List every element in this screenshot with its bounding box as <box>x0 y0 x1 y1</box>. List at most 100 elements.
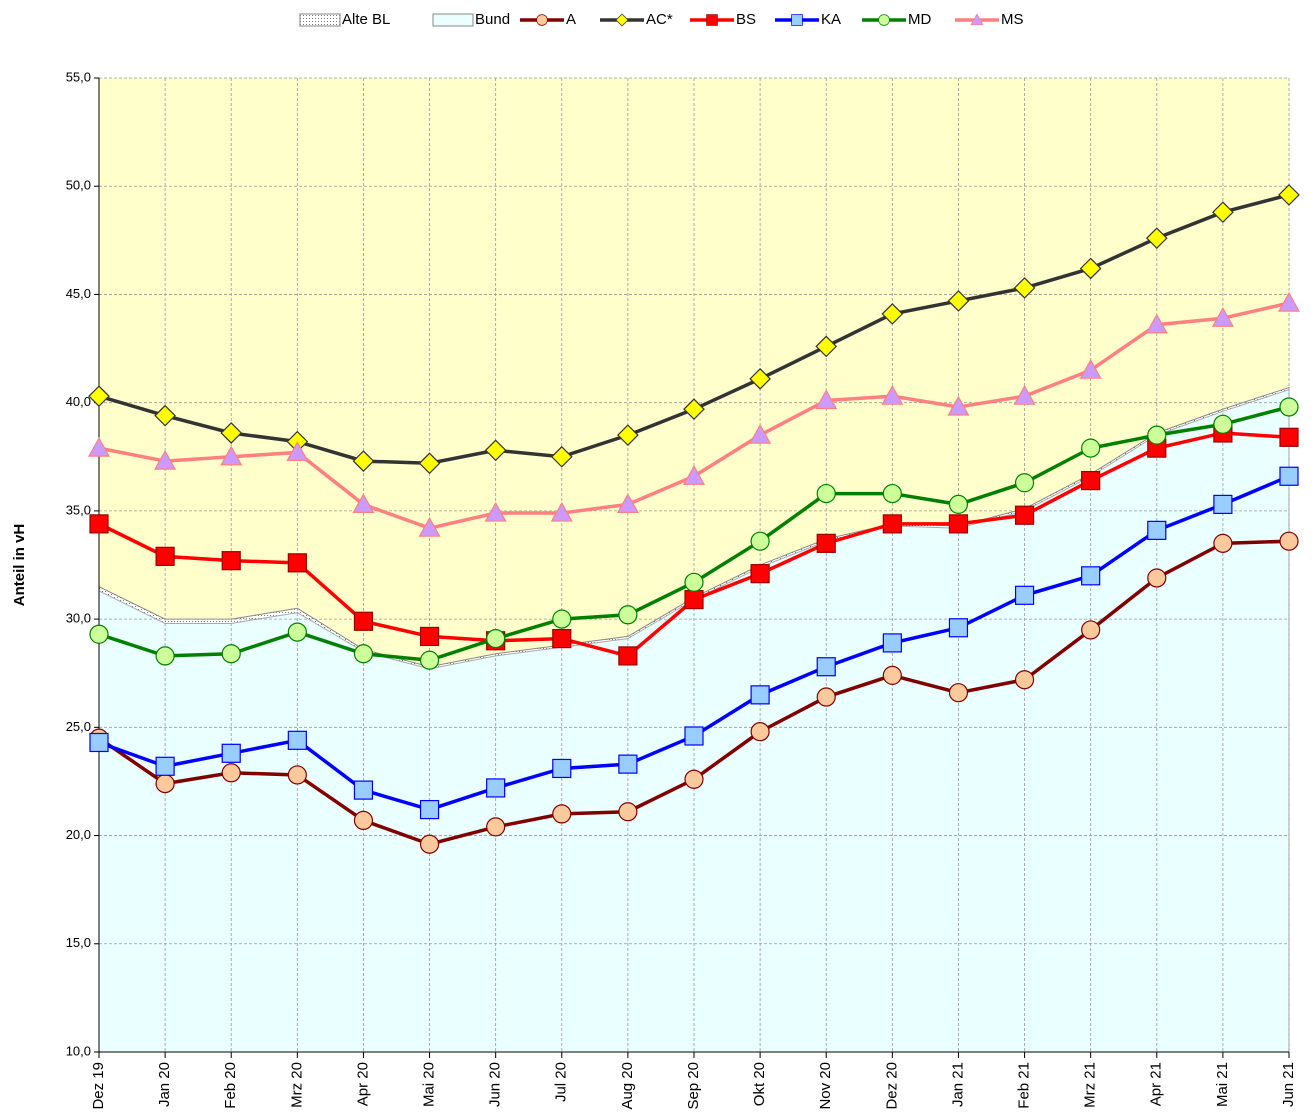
marker <box>353 780 374 800</box>
marker <box>617 424 639 446</box>
marker <box>750 531 770 551</box>
marker <box>221 763 241 783</box>
marker <box>220 445 243 466</box>
marker <box>1211 307 1234 327</box>
y-axis-label: Anteil in vH <box>11 524 28 607</box>
x-tick-label: Jun 21 <box>1280 1062 1297 1107</box>
marker <box>155 774 175 794</box>
marker <box>220 422 243 444</box>
marker <box>684 590 704 610</box>
marker <box>1279 427 1299 447</box>
marker <box>750 564 770 584</box>
marker <box>353 611 374 631</box>
marker <box>970 13 984 26</box>
marker <box>618 802 638 822</box>
x-tick-label: Mai 20 <box>421 1062 438 1107</box>
marker <box>552 804 572 824</box>
legend-label: MD <box>908 11 931 28</box>
marker <box>1278 184 1300 206</box>
marker <box>1212 201 1234 224</box>
marker <box>221 743 241 763</box>
marker <box>484 439 507 462</box>
marker <box>552 628 572 649</box>
marker <box>684 572 704 592</box>
marker <box>618 646 638 666</box>
x-tick-label: Jul 20 <box>553 1062 570 1102</box>
x-tick-label: Apr 21 <box>1148 1062 1165 1106</box>
marker <box>1081 438 1101 458</box>
marker <box>286 441 309 462</box>
marker <box>816 483 836 504</box>
marker <box>352 493 375 513</box>
marker <box>89 624 109 644</box>
marker <box>1013 384 1036 405</box>
marker <box>550 501 573 522</box>
marker <box>682 465 706 485</box>
marker <box>881 384 904 405</box>
marker <box>1279 397 1299 417</box>
x-tick-label: Aug 20 <box>619 1062 636 1110</box>
legend-swatch <box>432 13 474 27</box>
marker <box>1079 358 1102 379</box>
y-tick-label: 55,0 <box>66 69 91 84</box>
x-tick-label: Feb 20 <box>222 1062 239 1109</box>
marker <box>536 14 548 26</box>
x-tick-label: Okt 20 <box>751 1062 768 1106</box>
marker <box>486 817 506 837</box>
marker <box>1081 566 1101 586</box>
marker <box>1013 277 1036 299</box>
legend-swatch <box>299 13 341 27</box>
y-tick-label: 45,0 <box>66 286 91 301</box>
marker <box>948 683 969 703</box>
marker <box>418 452 441 475</box>
marker <box>88 385 110 408</box>
marker <box>419 650 440 670</box>
marker <box>882 483 902 504</box>
marker <box>1145 313 1168 334</box>
x-tick-label: Mrz 20 <box>288 1062 305 1108</box>
marker <box>881 303 904 325</box>
marker <box>948 618 969 638</box>
legend-label: AC* <box>646 11 673 28</box>
x-tick-label: Sep 20 <box>685 1062 702 1110</box>
marker <box>155 646 175 666</box>
marker <box>816 657 836 677</box>
x-tick-label: Mai 21 <box>1214 1062 1231 1107</box>
x-tick-label: Jan 21 <box>949 1062 966 1107</box>
y-tick-label: 40,0 <box>66 394 91 409</box>
marker <box>1213 494 1233 514</box>
marker <box>684 726 704 746</box>
marker <box>353 810 374 831</box>
marker <box>419 626 440 647</box>
x-tick-label: Dez 19 <box>90 1062 107 1110</box>
marker <box>750 722 770 742</box>
y-tick-label: 30,0 <box>66 611 91 626</box>
marker <box>750 685 770 705</box>
marker <box>87 436 111 457</box>
marker <box>484 501 507 522</box>
marker <box>882 665 902 685</box>
marker <box>1081 620 1101 640</box>
marker <box>948 494 969 514</box>
x-tick-label: Mrz 21 <box>1082 1062 1099 1108</box>
marker <box>816 533 836 553</box>
marker <box>287 765 307 785</box>
marker <box>948 514 969 534</box>
marker <box>154 449 177 470</box>
marker <box>1147 425 1167 445</box>
marker <box>683 398 705 421</box>
marker <box>287 553 307 573</box>
marker <box>486 778 506 798</box>
marker <box>1279 531 1299 551</box>
y-tick-label: 50,0 <box>66 178 91 193</box>
x-tick-label: Jun 20 <box>487 1062 504 1107</box>
marker <box>1014 473 1035 493</box>
marker <box>882 633 902 653</box>
marker <box>1213 414 1233 434</box>
marker <box>1277 291 1301 312</box>
y-tick-label: 20,0 <box>66 827 91 842</box>
marker <box>353 644 374 664</box>
marker <box>1014 670 1035 690</box>
marker <box>882 514 902 534</box>
